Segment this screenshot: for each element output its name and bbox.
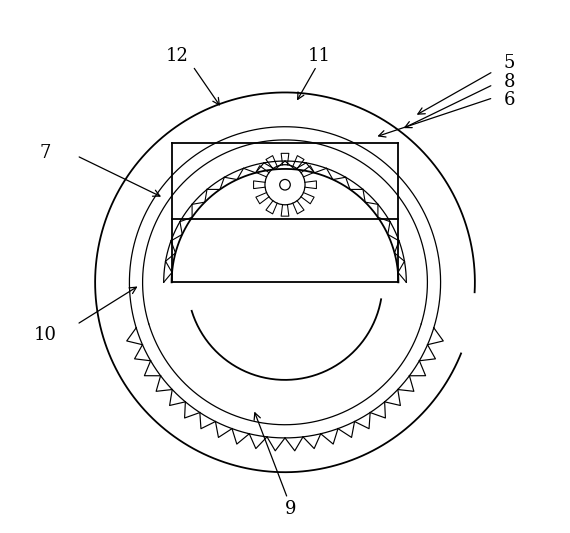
Text: 8: 8	[503, 73, 515, 91]
Text: 5: 5	[503, 54, 515, 72]
Text: 11: 11	[308, 46, 331, 64]
Text: 9: 9	[284, 500, 296, 518]
Text: 10: 10	[34, 326, 56, 344]
Text: 7: 7	[39, 144, 51, 162]
Text: 12: 12	[165, 46, 188, 64]
Text: 6: 6	[503, 91, 515, 109]
